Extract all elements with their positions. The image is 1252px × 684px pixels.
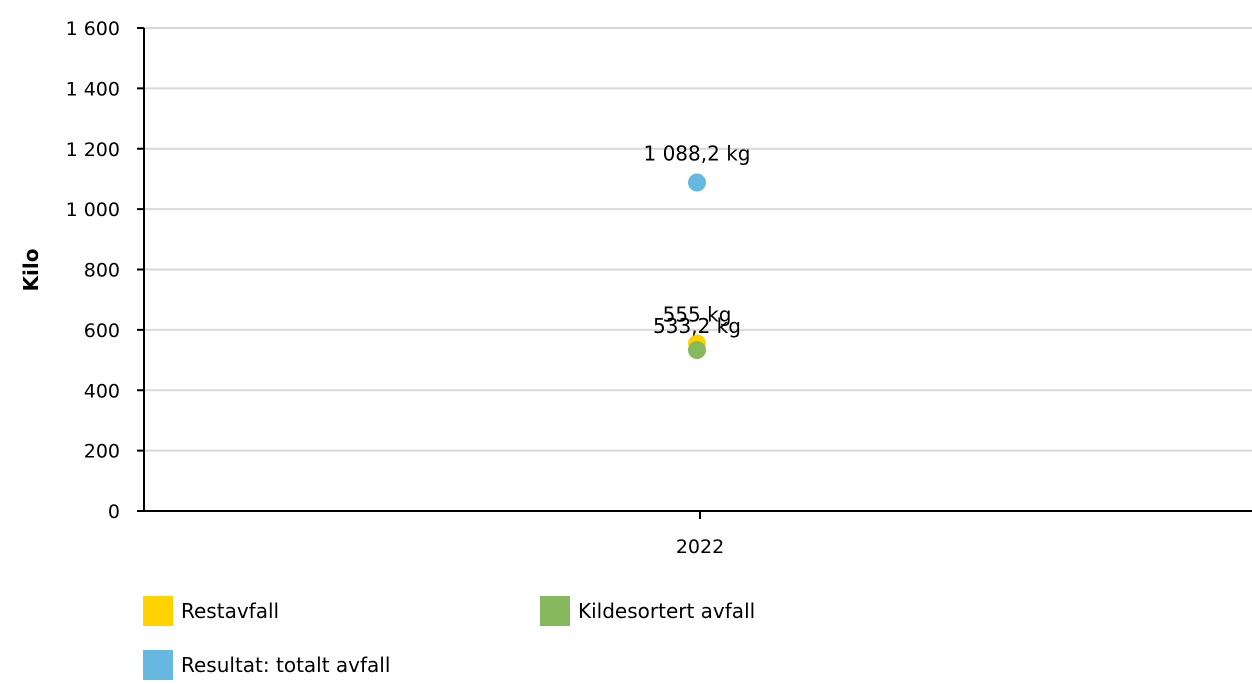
y-tick-label-2: 400	[84, 380, 120, 402]
grid-lines	[144, 27, 1252, 452]
data-points	[688, 173, 706, 360]
y-tick-label-8: 1 600	[66, 18, 120, 40]
y-tick-label-1: 200	[84, 441, 120, 463]
y-tick-label-7: 1 400	[66, 78, 120, 100]
legend-item-kildesortert-avfall: Kildesortert avfall	[540, 596, 755, 626]
chart: 0 200 400 600 800 1 000 1 200 1 400 1 600 2022 K…	[19, 18, 1252, 558]
y-tick-label-6: 1 200	[66, 139, 120, 161]
x-axis-ticks: 2022	[676, 511, 724, 558]
legend: Restavfall Kildesortert avfall Resultat:…	[143, 596, 1143, 684]
data-label-resultat-totalt-avfall-0: 1 088,2 kg	[644, 141, 751, 165]
legend-label-resultat-totalt-avfall: Resultat: totalt avfall	[181, 653, 391, 677]
y-tick-label-3: 600	[84, 320, 120, 342]
legend-swatch-kildesortert-avfall	[540, 596, 570, 626]
legend-label-restavfall: Restavfall	[181, 599, 280, 623]
data-label-restavfall-0: 555 kg	[663, 302, 732, 326]
y-tick-label-5: 1 000	[66, 199, 120, 221]
y-tick-label-0: 0	[108, 501, 120, 523]
legend-label-kildesortert-avfall: Kildesortert avfall	[578, 599, 756, 623]
point-resultat-totalt-avfall-0	[688, 173, 706, 192]
y-axis-ticks: 0 200 400 600 800 1 000 1 200 1 400 1 600	[66, 18, 144, 523]
data-label-kildesortert-avfall-0: 533,2 kg	[653, 314, 741, 338]
point-kildesortert-avfall-0	[688, 341, 706, 360]
legend-item-resultat-totalt-avfall: Resultat: totalt avfall	[143, 650, 390, 680]
legend-swatch-restavfall	[143, 596, 173, 626]
y-axis-title: Kilo	[19, 249, 43, 292]
x-tick-label-0: 2022	[676, 536, 724, 558]
legend-item-restavfall: Restavfall	[143, 596, 279, 626]
legend-swatch-resultat-totalt-avfall	[143, 650, 173, 680]
y-tick-label-4: 800	[84, 260, 120, 282]
